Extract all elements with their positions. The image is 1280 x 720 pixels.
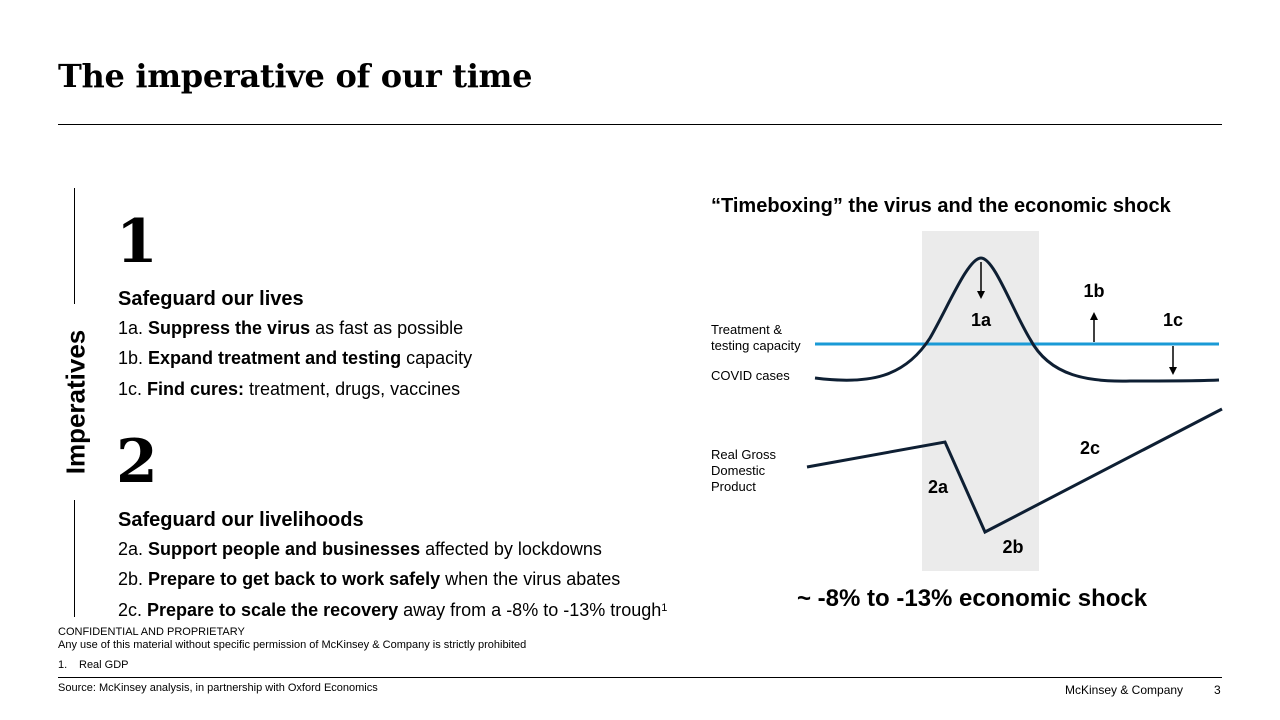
source-note: Source: McKinsey analysis, in partnershi…: [58, 682, 378, 694]
vertical-rule-bottom: [74, 500, 75, 617]
label-gdp-line3: Product: [711, 479, 756, 494]
marker-1c: 1c: [1163, 310, 1183, 330]
list-item: 1b. Expand treatment and testing capacit…: [118, 348, 473, 368]
chart-title: “Timeboxing” the virus and the economic …: [711, 195, 1171, 217]
list-item: 2a. Support people and businesses affect…: [118, 539, 602, 559]
arrowhead-down-icon: [977, 291, 985, 299]
gdp-curve: [806, 407, 1223, 535]
economic-shock-label: ~ -8% to -13% economic shock: [797, 585, 1148, 612]
marker-1b: 1b: [1083, 281, 1104, 301]
label-treatment-line2: testing capacity: [711, 338, 801, 353]
list-item: 1a. Suppress the virus as fast as possib…: [118, 318, 464, 338]
marker-2c: 2c: [1080, 438, 1100, 458]
title-divider: [58, 124, 1222, 125]
label-covid-cases: COVID cases: [711, 368, 790, 383]
label-gdp-line2: Domestic: [711, 463, 766, 478]
label-gdp-line1: Real Gross: [711, 447, 777, 462]
vertical-rule-top: [74, 188, 75, 304]
section-heading: Safeguard our livelihoods: [118, 509, 364, 531]
page-number: 3: [1214, 683, 1221, 697]
marker-1a: 1a: [971, 310, 992, 330]
section-heading: Safeguard our lives: [118, 288, 304, 310]
company-name: McKinsey & Company: [1065, 683, 1184, 697]
side-label: Imperatives: [60, 329, 91, 475]
timeboxing-diagram: Treatment & testing capacity COVID cases…: [711, 231, 1223, 571]
list-item: 1c. Find cures: treatment, drugs, vaccin…: [118, 379, 461, 399]
marker-2a: 2a: [928, 477, 949, 497]
list-item: 2c. Prepare to scale the recovery away f…: [118, 600, 668, 620]
direction-arrows: [977, 262, 1177, 375]
footer-divider: [58, 677, 1222, 678]
section-number: 1: [116, 207, 158, 277]
usage-notice: Any use of this material without specifi…: [58, 639, 527, 651]
footnote-text: Real GDP: [79, 659, 129, 671]
arrowhead-up-icon: [1090, 312, 1098, 320]
footnote-number: 1.: [58, 659, 68, 671]
covid-cases-curve: [814, 256, 1220, 383]
list-item: 2b. Prepare to get back to work safely w…: [118, 569, 621, 589]
label-treatment-line1: Treatment &: [711, 322, 782, 337]
arrowhead-down-icon: [1169, 367, 1177, 375]
footnote-marker: 1: [661, 602, 668, 614]
confidential-notice: CONFIDENTIAL AND PROPRIETARY: [58, 626, 245, 638]
section-number: 2: [116, 427, 158, 497]
slide-title: The imperative of our time: [58, 57, 533, 95]
marker-2b: 2b: [1002, 537, 1023, 557]
